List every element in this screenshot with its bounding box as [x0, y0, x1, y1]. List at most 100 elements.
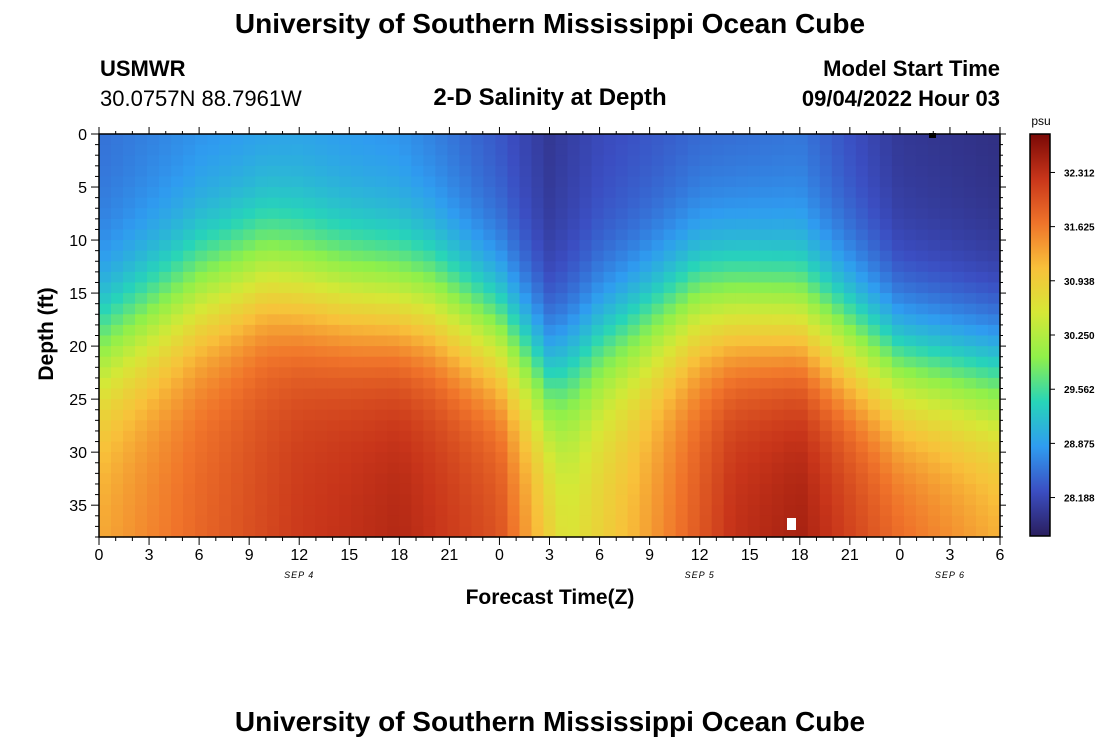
- heatmap-cell: [183, 409, 196, 421]
- heatmap-cell: [987, 293, 1001, 305]
- heatmap-cell: [471, 324, 485, 337]
- heatmap-cell: [927, 303, 941, 315]
- heatmap-cell: [303, 187, 316, 199]
- heatmap-cell: [327, 335, 340, 347]
- heatmap-cell: [351, 430, 364, 443]
- heatmap-cell: [495, 409, 509, 421]
- y-tick-label: 15: [69, 286, 87, 303]
- heatmap-cell: [147, 409, 160, 421]
- heatmap-cell: [291, 144, 304, 156]
- heatmap-cell: [711, 240, 725, 252]
- heatmap-cell: [339, 473, 352, 485]
- heatmap-cell: [759, 229, 773, 241]
- heatmap-cell: [795, 452, 809, 464]
- heatmap-cell: [711, 483, 725, 496]
- heatmap-cell: [327, 430, 340, 443]
- heatmap-cell: [231, 282, 244, 294]
- heatmap-cell: [723, 473, 737, 485]
- heatmap-cell: [267, 441, 280, 453]
- heatmap-cell: [363, 441, 376, 453]
- heatmap-cell: [627, 515, 641, 527]
- heatmap-cell: [747, 346, 761, 358]
- heatmap-cell: [963, 526, 977, 538]
- heatmap-cell: [723, 282, 737, 294]
- heatmap-cell: [315, 208, 328, 220]
- heatmap-cell: [387, 208, 400, 220]
- heatmap-cell: [327, 250, 340, 262]
- heatmap-cell: [207, 176, 220, 188]
- heatmap-cell: [327, 261, 340, 273]
- heatmap-cell: [171, 462, 184, 474]
- heatmap-cell: [447, 261, 460, 273]
- heatmap-cell: [459, 155, 473, 167]
- heatmap-cell: [387, 473, 400, 485]
- heatmap-cell: [963, 441, 977, 453]
- heatmap-cell: [651, 346, 665, 358]
- heatmap-cell: [807, 134, 821, 146]
- heatmap-cell: [99, 293, 112, 305]
- heatmap-cell: [531, 134, 545, 146]
- heatmap-cell: [171, 473, 184, 485]
- heatmap-cell: [699, 240, 713, 252]
- heatmap-cell: [483, 494, 497, 506]
- heatmap-cell: [987, 356, 1001, 368]
- heatmap-cell: [423, 399, 436, 411]
- heatmap-cell: [795, 441, 809, 453]
- heatmap-cell: [939, 462, 953, 474]
- heatmap-cell: [795, 165, 809, 178]
- heatmap-cell: [699, 505, 713, 517]
- heatmap-cell: [879, 165, 893, 178]
- heatmap-cell: [831, 261, 845, 273]
- heatmap-cell: [867, 218, 881, 231]
- heatmap-cell: [555, 218, 569, 231]
- heatmap-cell: [615, 483, 629, 496]
- heatmap-cell: [867, 282, 881, 294]
- heatmap-cell: [663, 356, 677, 368]
- heatmap-cell: [591, 356, 605, 368]
- heatmap-cell: [243, 282, 256, 294]
- heatmap-cell: [183, 515, 196, 527]
- heatmap-cell: [663, 293, 677, 305]
- heatmap-cell: [255, 229, 268, 241]
- heatmap-cell: [435, 303, 448, 315]
- heatmap-cell: [867, 441, 881, 453]
- heatmap-cell: [423, 250, 436, 262]
- heatmap-cell: [987, 155, 1001, 167]
- heatmap-cell: [975, 335, 989, 347]
- heatmap-cell: [399, 473, 412, 485]
- heatmap-cell: [231, 346, 244, 358]
- heatmap-cell: [915, 134, 929, 146]
- heatmap-cell: [927, 367, 941, 379]
- heatmap-cell: [387, 367, 400, 379]
- heatmap-cell: [867, 505, 881, 517]
- heatmap-cell: [927, 505, 941, 517]
- heatmap-cell: [207, 494, 220, 506]
- heatmap-cell: [519, 346, 533, 358]
- heatmap-cell: [351, 187, 364, 199]
- heatmap-cell: [399, 399, 412, 411]
- heatmap-cell: [159, 165, 172, 178]
- heatmap-cell: [411, 314, 424, 326]
- heatmap-cell: [951, 409, 965, 421]
- heatmap-cell: [303, 218, 316, 231]
- heatmap-cell: [987, 208, 1001, 220]
- heatmap-cell: [951, 208, 965, 220]
- heatmap-cell: [987, 176, 1001, 188]
- heatmap-cell: [555, 399, 569, 411]
- heatmap-cell: [171, 261, 184, 273]
- heatmap-cell: [867, 399, 881, 411]
- heatmap-cell: [831, 293, 845, 305]
- heatmap-cell: [507, 346, 521, 358]
- heatmap-cell: [639, 250, 653, 262]
- heatmap-cell: [567, 377, 581, 390]
- heatmap-cell: [183, 367, 196, 379]
- heatmap-cell: [387, 526, 400, 538]
- heatmap-cell: [291, 430, 304, 443]
- heatmap-cell: [291, 367, 304, 379]
- heatmap-cell: [519, 314, 533, 326]
- heatmap-cell: [135, 483, 148, 496]
- heatmap-cell: [663, 176, 677, 188]
- heatmap-cell: [519, 165, 533, 178]
- heatmap-cell: [291, 494, 304, 506]
- heatmap-cell: [99, 483, 112, 496]
